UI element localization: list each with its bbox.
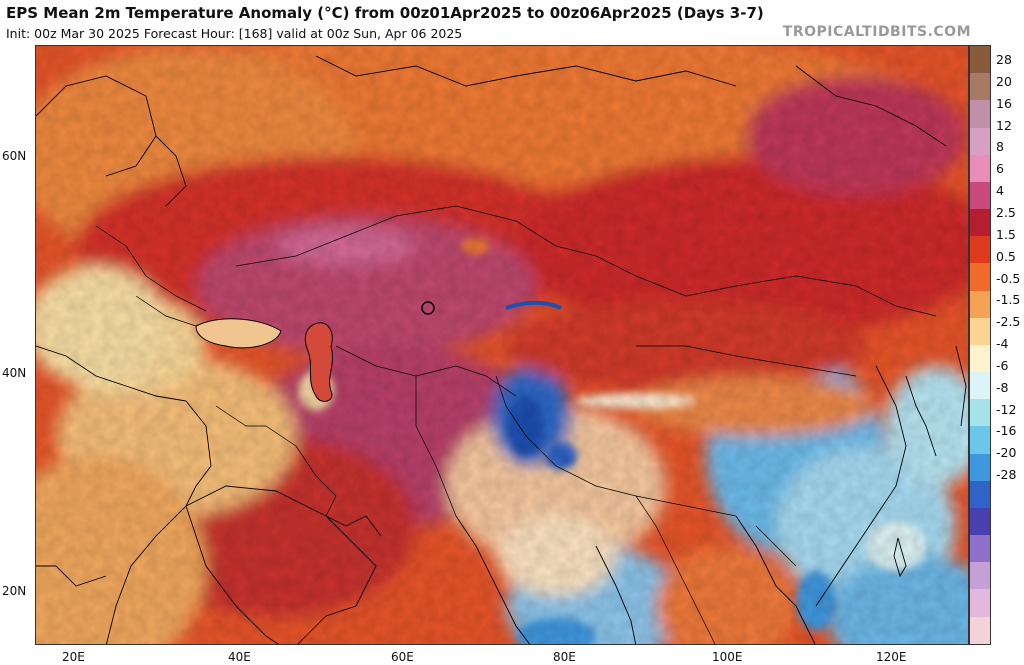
lat-label-60n: 60N — [2, 149, 27, 163]
site-brand[interactable]: TROPICALTIDBITS.COM — [782, 24, 971, 40]
colorbar-swatch — [970, 453, 990, 481]
black-sea-outline — [195, 318, 282, 349]
map-title: EPS Mean 2m Temperature Anomaly (°C) fro… — [6, 4, 764, 22]
colorbar-swatch — [970, 236, 990, 264]
lon-label-80e: 80E — [553, 650, 576, 664]
colorbar-swatch — [970, 616, 990, 644]
colorbar-tick-label: 16 — [996, 95, 1012, 111]
caspian-sea-outline — [304, 322, 333, 402]
map-canvas — [36, 46, 968, 644]
colorbar-swatch — [970, 263, 990, 291]
colorbar-swatch — [970, 480, 990, 508]
colorbar-tick-label: -12 — [996, 401, 1017, 417]
colorbar-tick-label: 6 — [996, 161, 1004, 177]
lon-label-20e: 20E — [62, 650, 85, 664]
country-borders — [95, 205, 937, 644]
colorbar-tick-label: -2.5 — [996, 314, 1021, 330]
colorbar-tick-label: 4 — [996, 183, 1004, 199]
colorbar-swatch — [970, 181, 990, 210]
lat-label-40n: 40N — [2, 366, 27, 380]
colorbar — [969, 45, 991, 645]
colorbar-swatch — [970, 344, 990, 373]
colorbar-tick-label: -0.5 — [996, 270, 1021, 286]
colorbar-swatch — [970, 127, 990, 155]
colorbar-tick-label: -16 — [996, 423, 1017, 439]
colorbar-swatch — [970, 290, 990, 318]
colorbar-tick-label: 28 — [996, 52, 1012, 67]
colorbar-swatch — [970, 589, 990, 617]
temperature-anomaly-map — [35, 45, 969, 645]
colorbar-tick-label: 20 — [996, 73, 1012, 89]
colorbar-swatch — [970, 372, 990, 400]
colorbar-tick-label: -1.5 — [996, 292, 1021, 308]
lon-label-60e: 60E — [391, 650, 414, 664]
texture-overlay — [36, 46, 968, 644]
colorbar-swatch — [970, 209, 990, 237]
lon-label-100e: 100E — [712, 650, 743, 664]
colorbar-swatch — [970, 535, 990, 563]
colorbar-swatch — [970, 562, 990, 590]
colorbar-swatch — [970, 100, 990, 128]
colorbar-tick-label: -28 — [996, 467, 1017, 483]
colorbar-tick-label: -4 — [996, 336, 1009, 352]
colorbar-swatch — [970, 399, 990, 427]
colorbar-tick-label: 1.5 — [996, 226, 1016, 242]
colorbar-swatch — [970, 426, 990, 454]
colorbar-tick-label: 12 — [996, 117, 1012, 133]
colorbar-tick-label: -6 — [996, 357, 1009, 373]
lon-label-120e: 120E — [876, 650, 907, 664]
coastlines — [36, 55, 967, 644]
colorbar-tick-label: 8 — [996, 139, 1004, 155]
lake-balkhash-outline — [505, 300, 562, 310]
colorbar-swatch — [970, 46, 990, 74]
colorbar-tick-label: -8 — [996, 379, 1009, 395]
colorbar-swatch — [970, 154, 990, 182]
lat-label-20n: 20N — [2, 584, 27, 598]
colorbar-tick-label: 2.5 — [996, 204, 1016, 220]
colorbar-swatch — [970, 317, 990, 345]
colorbar-swatch — [970, 73, 990, 101]
colorbar-tick-label: 0.5 — [996, 248, 1016, 264]
aral-sea-outline — [421, 301, 435, 315]
colorbar-swatch — [970, 507, 990, 536]
colorbar-tick-label: -20 — [996, 445, 1017, 461]
map-subtitle: Init: 00z Mar 30 2025 Forecast Hour: [16… — [6, 26, 463, 41]
lon-label-40e: 40E — [228, 650, 251, 664]
